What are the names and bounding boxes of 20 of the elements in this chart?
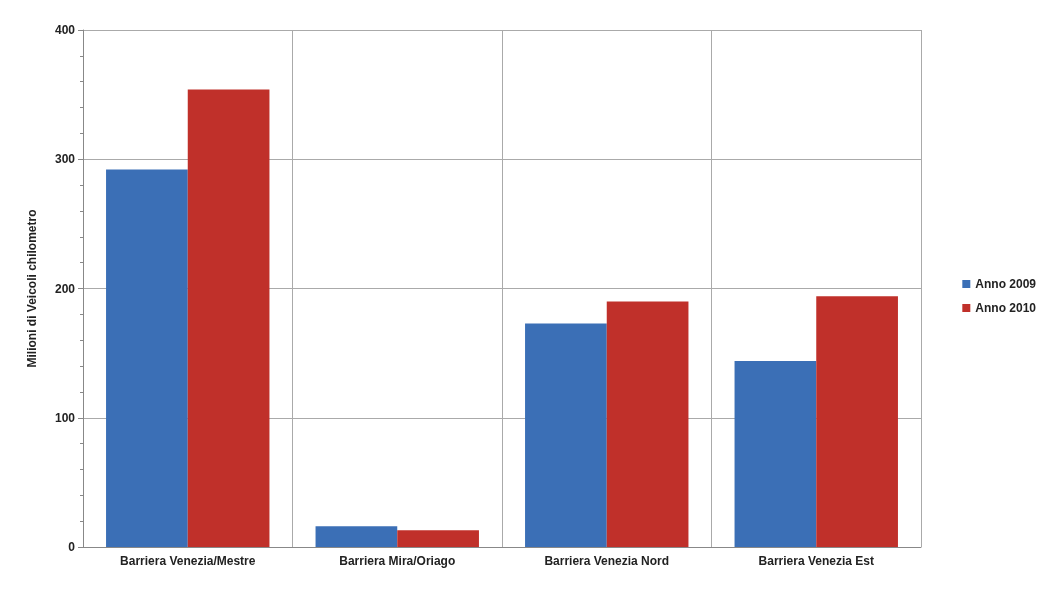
bar: [187, 89, 270, 547]
y-tick-label: 100: [54, 410, 76, 425]
bar: [106, 169, 188, 547]
bar: [816, 296, 898, 547]
bar: [734, 360, 817, 547]
x-tick-label: Barriera Venezia/Mestre: [120, 554, 256, 568]
bar: [315, 526, 398, 547]
y-tick-label: 400: [54, 23, 76, 37]
y-axis-title: Milioni di Veicoli chilometro: [25, 209, 39, 368]
y-tick-label: 0: [68, 540, 76, 554]
bar: [525, 323, 607, 547]
legend-label: Anno 2010: [975, 301, 1037, 315]
y-tick-label: 200: [54, 281, 76, 296]
y-tick-label: 300: [54, 152, 76, 167]
x-tick-label: Barriera Mira/Oriago: [339, 554, 456, 568]
bar: [397, 530, 479, 547]
x-tick-label: Barriera Venezia Nord: [544, 554, 670, 568]
legend-label: Anno 2009: [975, 277, 1037, 291]
x-tick-label: Barriera Venezia Est: [758, 554, 874, 568]
bar: [606, 301, 689, 547]
